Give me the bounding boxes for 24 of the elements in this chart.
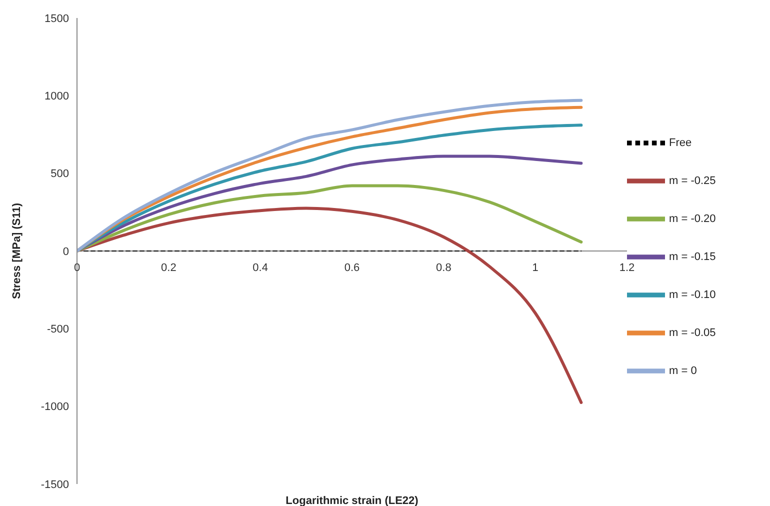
y-tick-label: 0 (62, 246, 69, 258)
legend-label: m = -0.20 (669, 212, 716, 225)
legend-label: m = -0.25 (669, 174, 716, 187)
x-tick-label: 1.2 (619, 262, 635, 274)
y-tick-label: 1000 (44, 90, 69, 103)
x-tick-label: 1 (532, 262, 538, 274)
y-tick-label: 500 (50, 168, 69, 180)
x-tick-label: 0.2 (161, 262, 176, 274)
legend-label: m = 0 (669, 364, 697, 377)
y-tick-label: 1500 (44, 12, 69, 25)
y-tick-label: -1500 (40, 478, 69, 491)
line-series (77, 184, 583, 252)
y-tick-label: -500 (46, 324, 69, 336)
legend-label: m = -0.15 (669, 250, 716, 263)
y-axis-title: Stress [MPa] (S11) (11, 202, 23, 299)
legend-label: m = -0.10 (669, 288, 716, 301)
y-tick-label: -1000 (40, 401, 69, 414)
x-tick-label: 0.8 (436, 262, 452, 274)
x-tick-label: 0.4 (252, 262, 268, 274)
x-axis-title: Logarithmic strain (LE22) (286, 495, 419, 506)
x-tick-label: 0.6 (344, 262, 360, 274)
line-series (77, 154, 583, 252)
legend-label: m = -0.05 (669, 326, 716, 339)
legend-label: Free (669, 136, 692, 149)
